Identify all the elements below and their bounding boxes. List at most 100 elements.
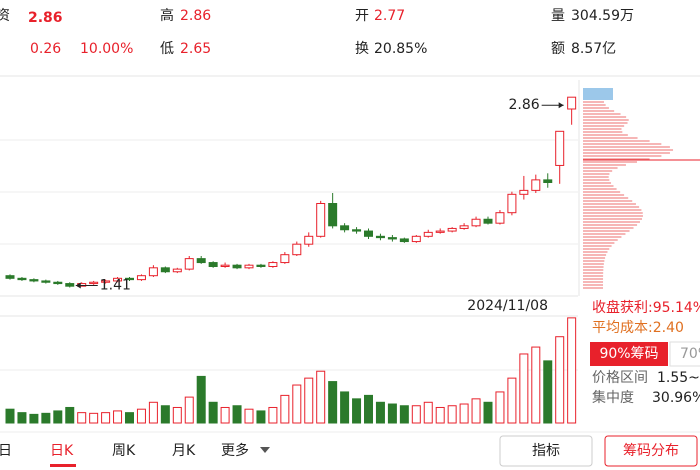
volume-bar: [483, 401, 493, 424]
volume-bar: [256, 410, 266, 424]
candle-body: [220, 264, 230, 267]
candle-body: [483, 218, 493, 224]
volume-bar: [220, 406, 230, 424]
volume-bar: [5, 408, 15, 424]
candle-body: [292, 243, 302, 256]
volume-bar: [136, 408, 146, 424]
label: 低: [160, 41, 174, 57]
candle-body: [256, 264, 266, 267]
change-pct: 10.00%: [80, 41, 133, 57]
label: 开: [355, 8, 369, 24]
candle-body: [232, 264, 242, 269]
tab-underline: [50, 464, 76, 467]
volume-bar: [340, 391, 350, 424]
candle-body: [17, 277, 27, 281]
volume-bar: [125, 412, 134, 424]
value: 2.65: [180, 41, 211, 57]
value: 2.86: [180, 8, 211, 24]
max-label: 2.86: [508, 97, 539, 113]
volume-bar: [77, 412, 87, 424]
volume-bar: [196, 375, 206, 424]
tab[interactable]: 更多: [221, 442, 249, 459]
kline: 2.86 1.41: [5, 96, 577, 424]
volume-bar: [423, 401, 433, 424]
volume-bar: [208, 401, 218, 424]
arrow-head: [75, 282, 81, 289]
candle-body: [280, 254, 290, 264]
volume-bar: [471, 398, 481, 424]
volume-bar: [29, 413, 39, 424]
value: 304.59万: [571, 8, 634, 24]
volume-bar: [316, 370, 326, 424]
candle-body: [364, 230, 373, 237]
volume-bar: [148, 401, 158, 424]
arrow-head: [558, 102, 564, 109]
candle-body: [113, 277, 123, 282]
candle-body: [567, 96, 577, 110]
volume-bar: [304, 377, 314, 424]
candle-body: [268, 262, 278, 267]
tab[interactable]: 日: [0, 443, 12, 459]
volume-bar: [232, 405, 242, 424]
candle-body: [555, 130, 565, 166]
value: 8.57亿: [571, 41, 616, 57]
candle-body: [447, 227, 457, 232]
volume-bar: [113, 410, 123, 424]
candle-body: [352, 229, 362, 232]
candle-body: [148, 267, 158, 277]
tab-70[interactable]: [669, 341, 700, 367]
avg-cost: 平均成本:2.40: [592, 320, 684, 336]
volume-bar: [101, 412, 111, 424]
candle-body: [5, 275, 15, 279]
candle-body: [244, 264, 254, 269]
volume-bar: [41, 412, 51, 424]
label: 价格区间: [592, 370, 648, 386]
candle-body: [65, 283, 75, 287]
volume-bar: [89, 412, 99, 424]
volume-bar: [447, 405, 457, 424]
volume-bar: [387, 403, 397, 424]
volume-bar: [555, 336, 565, 424]
candle-body: [125, 277, 134, 281]
tab[interactable]: 周K: [112, 443, 136, 459]
candle-body: [543, 179, 553, 183]
candle-body: [101, 280, 111, 283]
candle-body: [495, 212, 505, 224]
candle-body: [208, 262, 218, 267]
candle-body: [316, 203, 326, 237]
min-label: 1.41: [100, 278, 131, 294]
volume-bar: [459, 403, 469, 424]
candle-body: [423, 231, 433, 237]
candle-body: [459, 225, 469, 229]
chips-label[interactable]: 筹码分布: [623, 442, 679, 459]
tab[interactable]: 月K: [172, 443, 196, 459]
tab-active[interactable]: 日K: [50, 443, 74, 459]
volume-bar: [328, 381, 338, 424]
candle-body: [507, 193, 517, 214]
tab-90-label[interactable]: 90%筹码: [599, 345, 658, 362]
change: 0.26: [30, 41, 61, 57]
volume-bar: [399, 405, 409, 424]
volume-bar: [184, 396, 194, 424]
volume-bar: [352, 398, 362, 424]
candle-body: [328, 203, 338, 227]
candle-body: [160, 267, 170, 273]
volume-bar: [531, 346, 541, 424]
volume-bar: [567, 317, 577, 424]
volume-bar: [507, 377, 517, 424]
candle-body: [29, 279, 39, 282]
chips-button[interactable]: [604, 435, 698, 467]
tab-90[interactable]: [590, 342, 668, 366]
indicator-button[interactable]: [499, 435, 593, 467]
volume-bar: [375, 401, 385, 424]
value: 2.77: [374, 8, 405, 24]
indicator-label[interactable]: 指标: [532, 443, 560, 459]
volume-bar: [519, 353, 529, 424]
dropdown-icon[interactable]: [260, 447, 270, 453]
volume-bar: [17, 412, 27, 424]
candle-body: [387, 237, 397, 240]
tab-70-label[interactable]: 70%: [680, 346, 700, 362]
candle-body: [435, 230, 445, 233]
candle-body: [411, 235, 421, 243]
